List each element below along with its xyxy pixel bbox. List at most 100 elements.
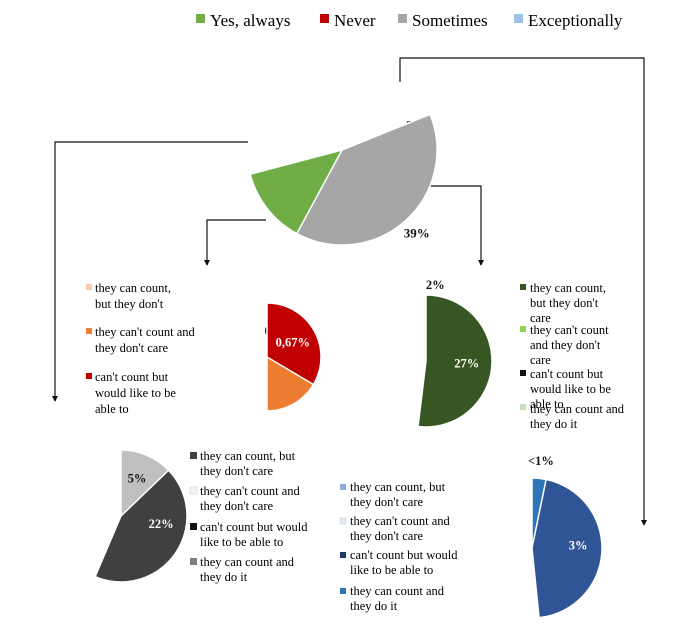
sometimes-legend: they can count, but they don't care they… — [189, 449, 311, 584]
yes-always-breakdown-pie: 15%8%2%27% — [417, 278, 493, 428]
legend-label-1: Never — [334, 11, 376, 30]
arrowhead-exceptionally — [641, 520, 647, 526]
sometimes-legend-label-3: they can count and they do it — [200, 555, 297, 584]
yes-legend-swatch-1 — [520, 326, 526, 332]
yes-legend-label-0-line-3: care — [530, 311, 551, 325]
never-legend-swatch-0 — [86, 284, 92, 290]
pie-never-data-label-2: 0,67% — [276, 335, 310, 349]
never-legend-label-0-line-2: but they don't — [95, 297, 164, 311]
exceptionally-legend-label-3-line-1: they can count and — [350, 584, 445, 598]
exceptionally-legend-label-2: can't count but would like to be able to — [350, 548, 461, 577]
yes-legend-label-1-line-1: they can't count — [530, 323, 609, 337]
exceptionally-breakdown-pie: 2%1%3%<1% — [528, 454, 603, 619]
connectors — [52, 57, 647, 526]
yes-legend-label-3-line-2: they do it — [530, 417, 578, 431]
connector-exceptionally — [399, 57, 645, 522]
yes-legend-label-2-line-2: would like to be — [530, 382, 611, 396]
legend-label-0: Yes, always — [210, 11, 290, 30]
never-legend: they can count, but they don't they can'… — [86, 281, 198, 416]
pie-sometimes-data-label-3: 5% — [128, 471, 147, 485]
yes-legend-label-1: they can't count and they don't care — [530, 323, 612, 367]
exceptionally-legend-label-1-line-1: they can't count and — [350, 514, 451, 528]
arrowhead-sometimes — [52, 396, 58, 402]
pie-yes-data-label-0: 27% — [454, 357, 479, 371]
exceptionally-legend-swatch-1 — [339, 517, 347, 525]
main-pie: 7%52%2%39% — [249, 113, 438, 246]
pie-sometimes-slice-3 — [120, 449, 170, 518]
never-legend-label-1-line-2: they don't care — [95, 341, 169, 355]
exceptionally-legend-label-0: they can count, but they don't care — [350, 480, 448, 509]
sometimes-legend-label-2-line-2: like to be able to — [200, 535, 283, 549]
pie-main-data-label-2: 39% — [404, 226, 430, 241]
pie-exceptionally-slice-3 — [531, 477, 547, 549]
pie-exceptionally-data-label-3: <1% — [528, 454, 554, 468]
never-legend-label-2-line-2: would like to be — [95, 386, 176, 400]
sometimes-legend-label-1: they can't count and they don't care — [200, 484, 303, 513]
sometimes-legend-swatch-2 — [190, 523, 197, 530]
never-legend-label-0-line-1: they can count, — [95, 281, 171, 295]
sometimes-legend-swatch-1 — [189, 486, 198, 495]
pie-exceptionally-data-label-2: 3% — [569, 539, 588, 553]
never-legend-label-0: they can count, but they don't — [95, 281, 174, 311]
yes-legend-label-0: they can count, but they don't care — [530, 281, 609, 325]
yes-legend-label-1-line-2: and they don't — [530, 338, 601, 352]
legend-swatch-0 — [196, 14, 205, 23]
legend-label-3: Exceptionally — [528, 11, 623, 30]
never-legend-label-2-line-1: can't count but — [95, 370, 169, 384]
yes-legend-swatch-2 — [520, 370, 526, 376]
sometimes-legend-label-0: they can count, but they don't care — [200, 449, 298, 478]
yes-legend-swatch-3 — [520, 404, 526, 410]
arrowhead-never — [204, 260, 210, 266]
sometimes-legend-label-3-line-1: they can count and — [200, 555, 295, 569]
exceptionally-legend-label-3-line-2: they do it — [350, 599, 398, 613]
yes-legend: they can count, but they don't care they… — [520, 281, 627, 431]
pie-main-slice-2 — [295, 113, 438, 246]
exceptionally-legend-swatch-0 — [340, 484, 346, 490]
pie-yes-slice-0 — [417, 294, 493, 428]
exceptionally-legend-label-0-line-1: they can count, but — [350, 480, 446, 494]
yes-legend-label-2-line-1: can't count but — [530, 367, 604, 381]
exceptionally-legend-swatch-2 — [340, 552, 346, 558]
never-legend-label-1: they can't count and they don't care — [95, 325, 198, 355]
sometimes-breakdown-pie: 9%3%22%5% — [94, 449, 188, 583]
pie-never-slice-2 — [266, 302, 322, 386]
sometimes-legend-swatch-3 — [190, 558, 197, 565]
yes-legend-label-1-line-3: care — [530, 353, 551, 367]
never-legend-swatch-1 — [86, 328, 92, 334]
exceptionally-legend-label-1: they can't count and they don't care — [350, 514, 453, 543]
exceptionally-legend-label-2-line-1: can't count but would — [350, 548, 458, 562]
yes-legend-label-0-line-1: they can count, — [530, 281, 606, 295]
yes-legend-swatch-0 — [520, 284, 526, 290]
sometimes-legend-label-2-line-1: can't count but would — [200, 520, 308, 534]
yes-legend-label-2-line-3: able to — [530, 397, 564, 411]
sometimes-legend-swatch-0 — [190, 452, 197, 459]
yes-legend-label-3-line-1: they can count and — [530, 402, 625, 416]
arrowhead-yes-always — [478, 260, 484, 266]
sometimes-legend-label-2: can't count but would like to be able to — [200, 520, 311, 549]
exceptionally-legend-label-3: they can count and they do it — [350, 584, 447, 613]
never-legend-label-2: can't count but would like to be able to — [95, 370, 179, 416]
legend-label-2: Sometimes — [412, 11, 488, 30]
never-breakdown-pie: 0,33%1%0,67% — [265, 302, 322, 412]
never-legend-label-1-line-1: they can't count and — [95, 325, 196, 339]
sometimes-legend-label-1-line-2: they don't care — [200, 499, 274, 513]
sometimes-legend-label-1-line-1: they can't count and — [200, 484, 301, 498]
sometimes-legend-label-0-line-1: they can count, but — [200, 449, 296, 463]
legend-swatch-3 — [514, 14, 523, 23]
exceptionally-legend-label-2-line-2: like to be able to — [350, 563, 433, 577]
pie-yes-data-label-1: 2% — [426, 278, 445, 292]
never-legend-swatch-2 — [86, 373, 92, 379]
main-legend: Yes, always Never Sometimes Exceptionall… — [196, 11, 623, 30]
yes-legend-label-0-line-2: but they don't — [530, 296, 599, 310]
exceptionally-legend: they can count, but they don't care they… — [339, 480, 461, 613]
exceptionally-legend-label-1-line-2: they don't care — [350, 529, 424, 543]
pie-sometimes-data-label-0: 22% — [149, 517, 174, 531]
sometimes-legend-label-3-line-2: they do it — [200, 570, 248, 584]
connector-sometimes — [54, 141, 248, 398]
connector-never — [206, 219, 266, 262]
legend-swatch-2 — [398, 14, 407, 23]
legend-swatch-1 — [320, 14, 329, 23]
yes-legend-label-3: they can count and they do it — [530, 402, 627, 431]
yes-legend-label-2: can't count but would like to be able to — [530, 367, 614, 411]
